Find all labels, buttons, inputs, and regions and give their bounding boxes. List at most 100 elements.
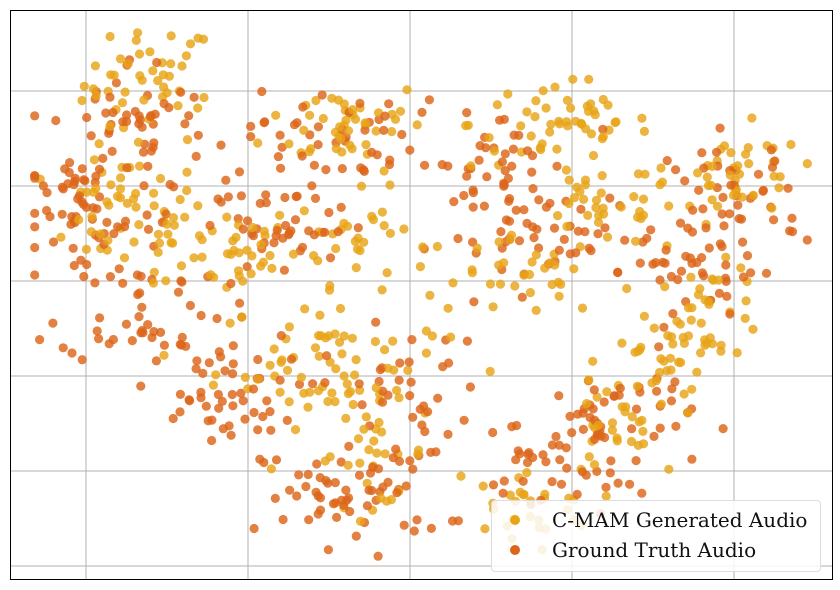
point-generated [664, 201, 674, 211]
point-generated [331, 243, 341, 254]
point-generated [736, 263, 746, 273]
point-ground-truth [654, 342, 664, 352]
point-generated [388, 336, 398, 346]
point-generated [129, 194, 139, 204]
point-generated [339, 371, 349, 381]
point-generated [275, 387, 285, 397]
point-generated [369, 436, 379, 446]
point-ground-truth [30, 222, 40, 232]
point-ground-truth [30, 111, 40, 121]
point-ground-truth [424, 95, 434, 105]
point-generated [562, 95, 573, 105]
point-generated [310, 343, 321, 353]
point-ground-truth [462, 171, 472, 181]
point-ground-truth [646, 225, 656, 235]
point-ground-truth [615, 383, 625, 393]
point-ground-truth [185, 396, 195, 406]
point-ground-truth [500, 166, 510, 176]
point-ground-truth [631, 456, 641, 466]
point-generated [494, 237, 504, 247]
point-ground-truth [719, 221, 729, 231]
point-ground-truth [507, 161, 517, 171]
point-ground-truth [253, 354, 263, 365]
point-generated [503, 89, 513, 99]
point-ground-truth [312, 459, 322, 469]
point-ground-truth [661, 245, 671, 255]
point-ground-truth [405, 145, 415, 155]
point-generated [525, 288, 536, 298]
point-generated [541, 103, 551, 113]
point-ground-truth [354, 470, 365, 480]
point-ground-truth [81, 202, 92, 212]
point-generated [350, 370, 360, 380]
point-ground-truth [528, 184, 538, 194]
point-generated [372, 448, 382, 458]
point-ground-truth [336, 202, 346, 212]
point-ground-truth [659, 322, 669, 332]
point-generated [359, 424, 369, 434]
point-ground-truth [783, 183, 793, 193]
point-ground-truth [534, 195, 544, 205]
point-ground-truth [671, 421, 681, 431]
point-ground-truth [86, 131, 96, 141]
point-ground-truth [444, 358, 454, 368]
point-ground-truth [291, 191, 301, 202]
point-generated [748, 324, 758, 334]
point-generated [582, 101, 592, 111]
point-generated [181, 51, 191, 61]
point-ground-truth [341, 485, 351, 495]
point-generated [385, 228, 395, 238]
point-generated [271, 110, 281, 120]
point-generated [522, 107, 532, 117]
point-generated [102, 197, 112, 207]
point-ground-truth [249, 523, 259, 534]
point-ground-truth [173, 287, 184, 297]
point-generated [638, 194, 649, 204]
point-generated [103, 235, 113, 245]
point-generated [480, 524, 490, 534]
point-ground-truth [238, 396, 248, 406]
point-generated [162, 219, 172, 229]
point-ground-truth [109, 229, 119, 239]
point-ground-truth [90, 278, 100, 288]
point-generated [576, 118, 586, 128]
point-ground-truth [262, 396, 272, 406]
point-generated [153, 76, 163, 86]
point-generated [703, 296, 714, 307]
point-generated [90, 61, 100, 71]
point-ground-truth [136, 271, 146, 281]
point-ground-truth [555, 455, 565, 465]
point-generated [663, 331, 673, 341]
point-ground-truth [758, 186, 768, 196]
point-generated [347, 333, 357, 343]
point-ground-truth [614, 390, 624, 400]
point-ground-truth [276, 163, 286, 173]
point-ground-truth [712, 147, 722, 157]
point-ground-truth [715, 239, 726, 249]
point-generated [168, 213, 178, 223]
point-ground-truth [203, 416, 213, 426]
point-generated [518, 490, 528, 500]
point-generated [634, 417, 644, 427]
point-ground-truth [207, 435, 217, 446]
point-ground-truth [676, 266, 687, 276]
point-generated [696, 348, 706, 358]
point-generated [284, 322, 294, 332]
point-ground-truth [159, 340, 169, 350]
point-generated [612, 436, 622, 446]
point-ground-truth [290, 215, 301, 225]
point-ground-truth [313, 140, 323, 150]
point-ground-truth [143, 161, 153, 171]
point-ground-truth [518, 476, 528, 486]
point-generated [484, 133, 494, 143]
point-ground-truth [321, 165, 331, 175]
point-generated [466, 161, 476, 171]
point-generated [233, 266, 244, 276]
point-generated [700, 335, 710, 345]
point-ground-truth [554, 440, 564, 450]
point-generated [327, 93, 337, 103]
point-generated [253, 138, 263, 148]
point-generated [377, 207, 387, 217]
point-generated [719, 141, 730, 151]
point-generated [193, 201, 203, 211]
